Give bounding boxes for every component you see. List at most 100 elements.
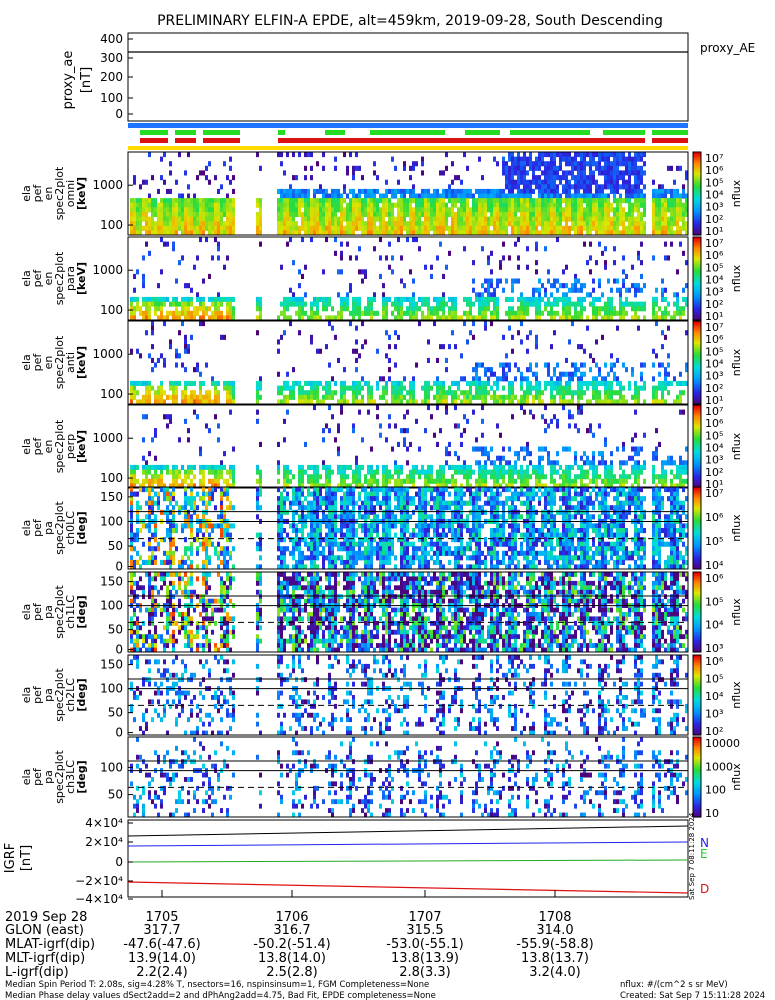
heatmap-cell [412,478,415,484]
heatmap-cell [403,414,406,420]
heatmap-cell [442,464,445,470]
heatmap-cell [151,559,154,565]
colorbar-segment [693,377,701,380]
heatmap-cell [289,315,292,321]
heatmap-cell [508,188,511,194]
heatmap-cell [571,464,574,470]
heatmap-cell [145,487,148,493]
heatmap-cell [457,315,460,321]
heatmap-cell [667,455,670,461]
heatmap-cell [658,202,661,208]
heatmap-cell [436,306,439,312]
heatmap-cell [604,156,607,162]
heatmap-cell [148,505,151,511]
heatmap-cell [157,225,160,231]
heatmap-cell [682,287,685,293]
heatmap-cell [358,207,361,213]
heatmap-cell [178,152,181,158]
heatmap-cell [556,188,559,194]
heatmap-cell [391,225,394,231]
heatmap-cell [430,315,433,321]
heatmap-cell [409,385,412,391]
heatmap-cell [451,478,454,484]
heatmap-cell [625,367,628,373]
heatmap-cell [634,165,637,171]
heatmap-cell [403,441,406,447]
heatmap-cell [352,202,355,208]
heatmap-cell [190,541,193,547]
panel-ylabel: ela [20,438,33,455]
heatmap-cell [283,464,286,470]
heatmap-cell [337,216,340,222]
heatmap-cell [418,198,421,204]
heatmap-cell [151,385,154,391]
heatmap-cell [361,207,364,213]
heatmap-cell [553,216,556,222]
heatmap-cell [301,193,304,199]
heatmap-cell [577,399,580,405]
heatmap-cell [193,230,196,236]
heatmap-cell [400,385,403,391]
heatmap-cell [211,399,214,405]
heatmap-cell [334,390,337,396]
heatmap-cell [181,255,184,261]
heatmap-cell [568,376,571,382]
heatmap-cell [601,188,604,194]
heatmap-cell [442,310,445,316]
heatmap-cell [304,207,307,213]
heatmap-cell [640,175,643,181]
heatmap-cell [322,198,325,204]
heatmap-cell [673,193,676,199]
heatmap-cell [613,478,616,484]
heatmap-cell [637,175,640,181]
heatmap-cell [220,469,223,475]
heatmap-cell [637,230,640,236]
heatmap-cell [370,478,373,484]
heatmap-cell [658,216,661,222]
heatmap-cell [610,207,613,213]
heatmap-cell [451,330,454,336]
heatmap-cell [193,409,196,415]
heatmap-cell [334,156,337,162]
heatmap-cell [484,296,487,302]
colorbar-segment [693,366,701,370]
heatmap-cell [256,380,259,386]
heatmap-cell [631,367,634,373]
heatmap-cell [163,301,166,307]
heatmap-cell [283,380,286,386]
heatmap-cell [559,283,562,289]
colorbar-segment [693,387,701,391]
heatmap-cell [466,399,469,405]
heatmap-cell [604,301,607,307]
heatmap-cell [364,380,367,386]
heatmap-cell [523,211,526,217]
heatmap-cell [517,156,520,162]
heatmap-cell [361,188,364,194]
heatmap-cell [286,152,289,158]
heatmap-cell [229,301,232,307]
colorbar-segment [693,339,701,343]
heatmap-cell [310,385,313,391]
heatmap-cell [559,221,562,227]
heatmap-cell [358,246,361,252]
heatmap-cell [367,207,370,213]
heatmap-cell [298,464,301,470]
heatmap-cell [532,371,535,377]
heatmap-cell [574,211,577,217]
heatmap-cell [652,478,655,484]
heatmap-cell [412,296,415,302]
colorbar-segment [693,282,701,286]
heatmap-cell [133,385,136,391]
colorbar-segment [693,214,701,217]
heatmap-cell [568,193,571,199]
heatmap-cell [505,221,508,227]
heatmap-cell [346,399,349,405]
heatmap-cell [592,469,595,475]
heatmap-cell [325,423,328,429]
heatmap-cell [469,216,472,222]
heatmap-cell [541,202,544,208]
heatmap-cell [409,474,412,480]
heatmap-cell [187,496,190,502]
heatmap-cell [673,474,676,480]
heatmap-cell [598,241,601,247]
